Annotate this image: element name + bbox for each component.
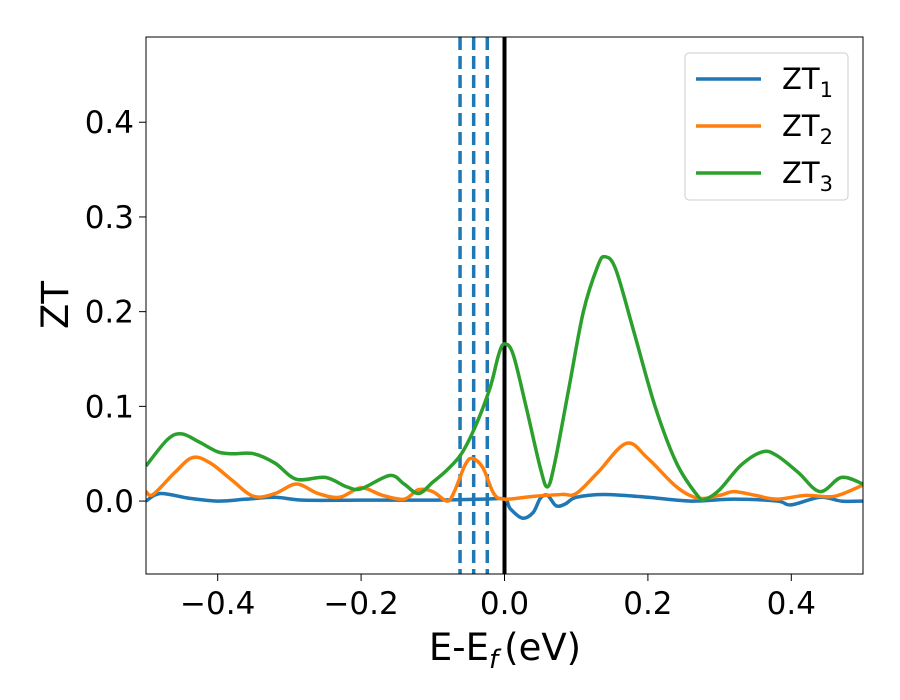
reference-lines [458,37,507,574]
x-tick-label: 0.2 [623,586,672,622]
series-lines [146,254,863,520]
series-line-zt3 [146,254,863,503]
x-axis-ticks: −0.4 −0.2 0.0 0.2 0.4 [180,574,816,622]
legend-box [684,52,849,201]
y-tick-label: 0.1 [85,389,134,425]
legend: ZT1 ZT2 ZT3 [684,52,849,201]
legend-label: ZT2 [782,109,833,149]
y-tick-label: 0.0 [85,484,134,520]
y-tick-label: 0.4 [85,105,134,141]
legend-label: ZT3 [782,156,833,196]
y-tick-label: 0.3 [85,200,134,236]
y-tick-label: 0.2 [85,295,134,331]
x-axis-label: E-Ef (eV) [429,626,581,675]
y-axis-label: ZT [34,281,77,329]
x-tick-label: −0.4 [180,586,255,622]
legend-label: ZT1 [782,62,833,102]
series-line-zt2 [146,441,863,503]
x-tick-label: −0.2 [323,586,398,622]
legend-entry-zt3: ZT3 [696,156,833,196]
y-axis-ticks: 0.0 0.1 0.2 0.3 0.4 [85,105,146,520]
legend-entry-zt1: ZT1 [696,62,833,102]
x-tick-label: 0.0 [480,586,529,622]
legend-entry-zt2: ZT2 [696,109,833,149]
x-tick-label: 0.4 [767,586,816,622]
